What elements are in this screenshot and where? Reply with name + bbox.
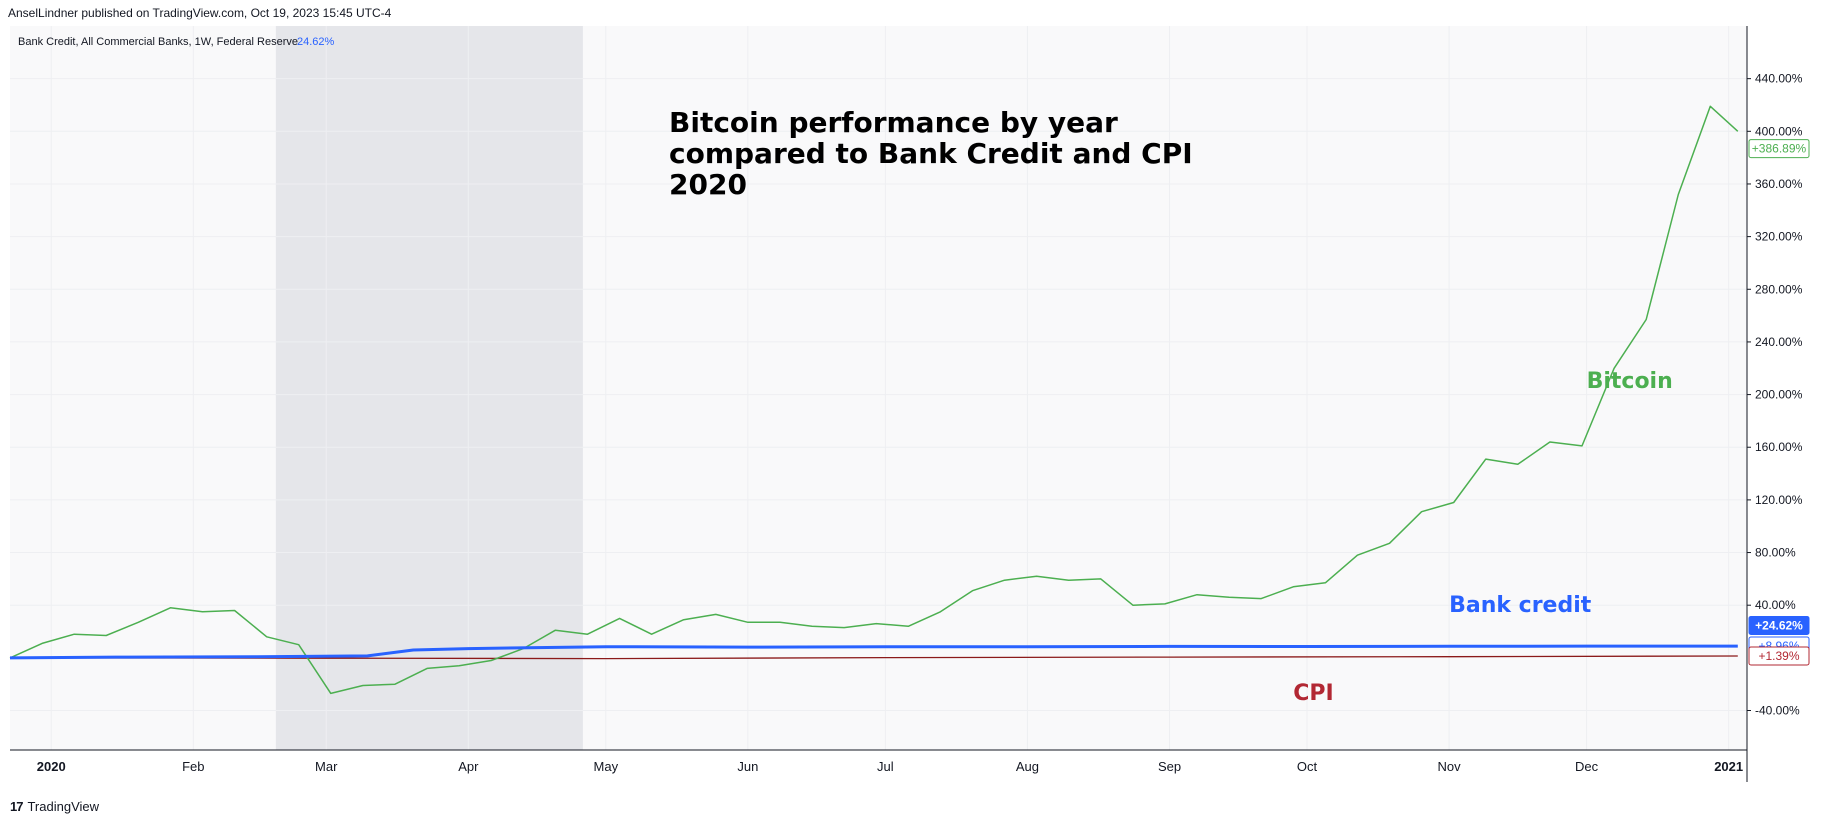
- series-line-bank-credit[interactable]: [9, 644, 1738, 660]
- x-tick-label: Nov: [1438, 759, 1462, 774]
- y-tick-label: 400.00%: [1755, 124, 1803, 138]
- y-tick-label: 240.00%: [1755, 335, 1803, 349]
- badge-bank-credit-box: [1748, 615, 1810, 635]
- x-tick-label: Mar: [315, 759, 338, 774]
- badge-cpi-box: [1748, 646, 1810, 666]
- badge-bank-credit-text: +24.62%: [1755, 618, 1803, 632]
- y-tick-label: 440.00%: [1755, 72, 1803, 86]
- x-tick-label: May: [594, 759, 619, 774]
- x-tick-label: Feb: [182, 759, 204, 774]
- x-tick-label: 2020: [37, 759, 66, 774]
- x-tick-label: Sep: [1158, 759, 1181, 774]
- y-tick-label: 80.00%: [1755, 546, 1796, 560]
- x-tick-label: Apr: [458, 759, 479, 774]
- series-line-bitcoin[interactable]: [9, 105, 1739, 695]
- tradingview-logo-icon[interactable]: 17: [10, 799, 24, 814]
- x-tick-label: Jun: [737, 759, 758, 774]
- x-tick-label: Jul: [877, 759, 894, 774]
- x-tick-label: 2021: [1714, 759, 1743, 774]
- series-line-cpi[interactable]: [9, 655, 1738, 660]
- series-label-bank-credit: Bank credit: [1449, 593, 1592, 618]
- x-tick-label: Dec: [1575, 759, 1599, 774]
- badge-cpi-text: +1.39%: [1758, 649, 1799, 663]
- legend-symbol[interactable]: Bank Credit, All Commercial Banks, 1W, F…: [18, 36, 298, 48]
- badge-bitcoin-box: [1748, 139, 1810, 159]
- y-tick-label: 280.00%: [1755, 282, 1803, 296]
- y-tick-label: 360.00%: [1755, 177, 1803, 191]
- x-tick-label: Oct: [1297, 759, 1318, 774]
- chart-title-line-1: Bitcoin performance by year: [669, 106, 1118, 139]
- publisher-line: AnselLindner published on TradingView.co…: [8, 6, 392, 20]
- series-label-cpi: CPI: [1293, 681, 1333, 706]
- x-tick-label: Aug: [1016, 759, 1039, 774]
- y-tick-label: 120.00%: [1755, 493, 1803, 507]
- y-tick-label: 160.00%: [1755, 440, 1803, 454]
- footer: 17 TradingView: [10, 799, 99, 814]
- badge-bitcoin[interactable]: +386.89%: [1748, 139, 1810, 159]
- series-label-bitcoin: Bitcoin: [1587, 369, 1673, 394]
- y-tick-label: 200.00%: [1755, 388, 1803, 402]
- legend-value: 24.62%: [297, 36, 335, 48]
- chart-title-line-3: 2020: [669, 168, 747, 201]
- chart-title-line-2: compared to Bank Credit and CPI: [669, 137, 1193, 170]
- y-tick-label: 40.00%: [1755, 598, 1796, 612]
- badge-bitcoin-text: +386.89%: [1752, 142, 1807, 156]
- badge-cpi[interactable]: +1.39%: [1748, 646, 1810, 666]
- y-tick-label: 320.00%: [1755, 230, 1803, 244]
- shaded-region: [275, 26, 583, 750]
- y-tick-label: -40.00%: [1755, 704, 1800, 718]
- badge-bank-credit[interactable]: +24.62%: [1748, 615, 1810, 635]
- brand-name: TradingView: [27, 799, 100, 814]
